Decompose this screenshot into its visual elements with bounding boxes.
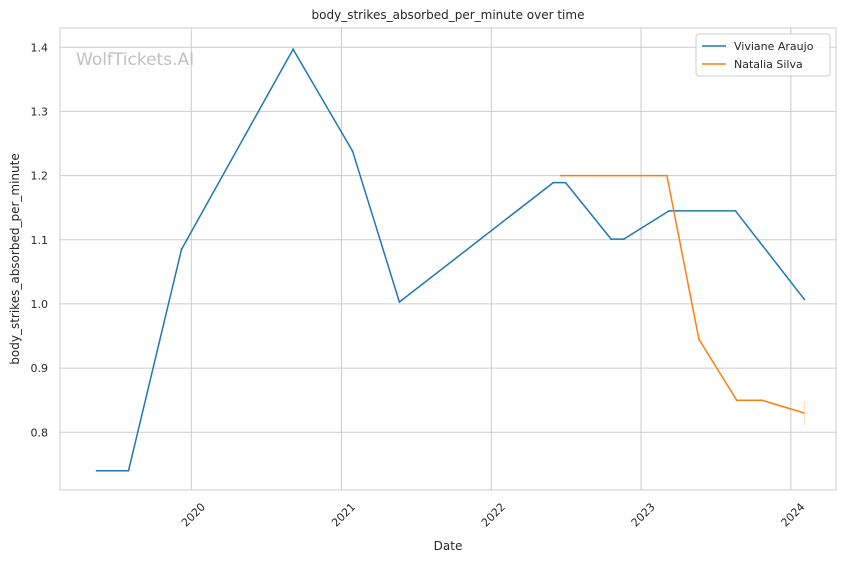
y-axis-title: body_strikes_absorbed_per_minute [8, 153, 22, 364]
data-point [351, 150, 354, 153]
data-point [734, 209, 737, 212]
data-point [610, 238, 613, 241]
data-point [622, 238, 625, 241]
y-tick-label: 0.8 [31, 426, 49, 439]
x-axis-title: Date [434, 539, 463, 553]
y-tick-label: 1.1 [31, 234, 49, 247]
chart-title: body_strikes_absorbed_per_minute over ti… [312, 8, 585, 22]
data-point [560, 174, 562, 177]
data-point [180, 248, 183, 251]
series-layer [95, 48, 806, 472]
data-point [398, 301, 401, 303]
series-line [561, 174, 805, 414]
data-point [698, 338, 700, 341]
y-tick-label: 1.3 [31, 105, 49, 118]
data-point [803, 298, 806, 301]
legend-label: Viviane Araujo [734, 40, 814, 53]
legend-box [695, 33, 831, 77]
data-point [95, 469, 98, 472]
legend: Viviane Araujo Natalia Silva [695, 33, 831, 77]
y-tick-label: 0.9 [31, 362, 49, 375]
data-point [760, 399, 763, 402]
data-point [552, 181, 555, 184]
legend-label: Natalia Silva [734, 58, 803, 71]
plot-area-frame [59, 27, 837, 491]
y-axis-ticks: 0.8 0.9 1.0 1.1 1.2 1.3 1.4 [31, 41, 49, 439]
data-point [666, 174, 668, 177]
y-tick-label: 1.4 [31, 41, 49, 54]
data-point [292, 48, 294, 51]
y-tick-label: 1.2 [31, 170, 49, 183]
data-point [668, 209, 670, 212]
data-point [564, 181, 567, 184]
grid-lines [60, 28, 836, 490]
series-viviane-araujo [95, 48, 806, 472]
data-point [735, 399, 738, 402]
data-point [127, 469, 130, 472]
watermark-text: WolfTickets.AI [76, 50, 194, 70]
y-tick-label: 1.0 [31, 298, 49, 311]
